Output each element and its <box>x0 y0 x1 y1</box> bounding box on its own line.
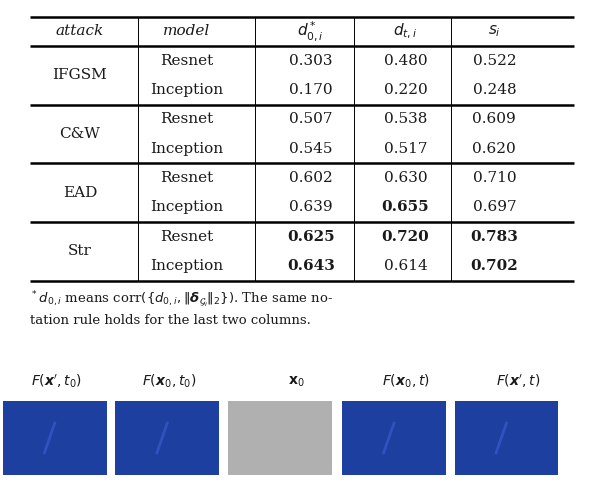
Text: attack: attack <box>56 24 104 38</box>
Text: 0.655: 0.655 <box>382 201 429 215</box>
Bar <box>115 401 219 475</box>
Text: Resnet: Resnet <box>160 230 213 244</box>
Text: 0.625: 0.625 <box>287 230 334 244</box>
Text: $s_i$: $s_i$ <box>488 24 501 39</box>
Text: 0.697: 0.697 <box>472 201 516 215</box>
Bar <box>3 401 107 475</box>
Text: $\mathbf{x}_0$: $\mathbf{x}_0$ <box>288 374 304 389</box>
Text: Resnet: Resnet <box>160 171 213 185</box>
Text: 0.720: 0.720 <box>382 230 429 244</box>
Text: model: model <box>163 24 210 38</box>
Text: Inception: Inception <box>150 201 223 215</box>
Text: $F(\boldsymbol{x}', t)$: $F(\boldsymbol{x}', t)$ <box>496 373 540 390</box>
Bar <box>342 401 446 475</box>
Text: 0.620: 0.620 <box>472 142 516 156</box>
Text: 0.630: 0.630 <box>384 171 427 185</box>
Text: 0.710: 0.710 <box>472 171 516 185</box>
Bar <box>455 401 558 475</box>
Text: 0.220: 0.220 <box>384 83 427 97</box>
Text: IFGSM: IFGSM <box>53 69 107 83</box>
Text: $d_{0,i}^*$: $d_{0,i}^*$ <box>297 20 324 43</box>
Text: 0.783: 0.783 <box>471 230 518 244</box>
Bar <box>228 401 332 475</box>
Text: Inception: Inception <box>150 259 223 273</box>
Text: 0.602: 0.602 <box>289 171 333 185</box>
Text: Inception: Inception <box>150 83 223 97</box>
Text: $d_{t,i}$: $d_{t,i}$ <box>394 22 417 41</box>
Text: 0.507: 0.507 <box>289 112 333 126</box>
Text: 0.702: 0.702 <box>471 259 518 273</box>
Text: 0.545: 0.545 <box>289 142 333 156</box>
Text: 0.480: 0.480 <box>384 54 427 68</box>
Text: Inception: Inception <box>150 142 223 156</box>
Text: 0.639: 0.639 <box>289 201 333 215</box>
Text: 0.170: 0.170 <box>289 83 333 97</box>
Text: 0.643: 0.643 <box>287 259 334 273</box>
Text: tation rule holds for the last two columns.: tation rule holds for the last two colum… <box>30 313 310 327</box>
Text: $^*d_{0,i}$ means corr$(\{d_{0,i}, \|\boldsymbol{\delta}_{\mathcal{G}_i}\|_2\})$: $^*d_{0,i}$ means corr$(\{d_{0,i}, \|\bo… <box>30 290 333 310</box>
Text: 0.522: 0.522 <box>472 54 516 68</box>
Text: Resnet: Resnet <box>160 54 213 68</box>
Text: 0.303: 0.303 <box>289 54 333 68</box>
Text: C&W: C&W <box>59 127 101 141</box>
Text: Str: Str <box>68 244 92 258</box>
Text: EAD: EAD <box>63 186 97 200</box>
Text: $F(\boldsymbol{x}_0, t_0)$: $F(\boldsymbol{x}_0, t_0)$ <box>141 373 196 390</box>
Text: $F(\boldsymbol{x}', t_0)$: $F(\boldsymbol{x}', t_0)$ <box>31 373 82 390</box>
Text: 0.609: 0.609 <box>472 112 516 126</box>
Text: Resnet: Resnet <box>160 112 213 126</box>
Text: 0.614: 0.614 <box>384 259 427 273</box>
Text: $F(\boldsymbol{x}_0, t)$: $F(\boldsymbol{x}_0, t)$ <box>382 373 429 390</box>
Text: 0.248: 0.248 <box>472 83 516 97</box>
Text: 0.517: 0.517 <box>384 142 427 156</box>
Text: 0.538: 0.538 <box>384 112 427 126</box>
